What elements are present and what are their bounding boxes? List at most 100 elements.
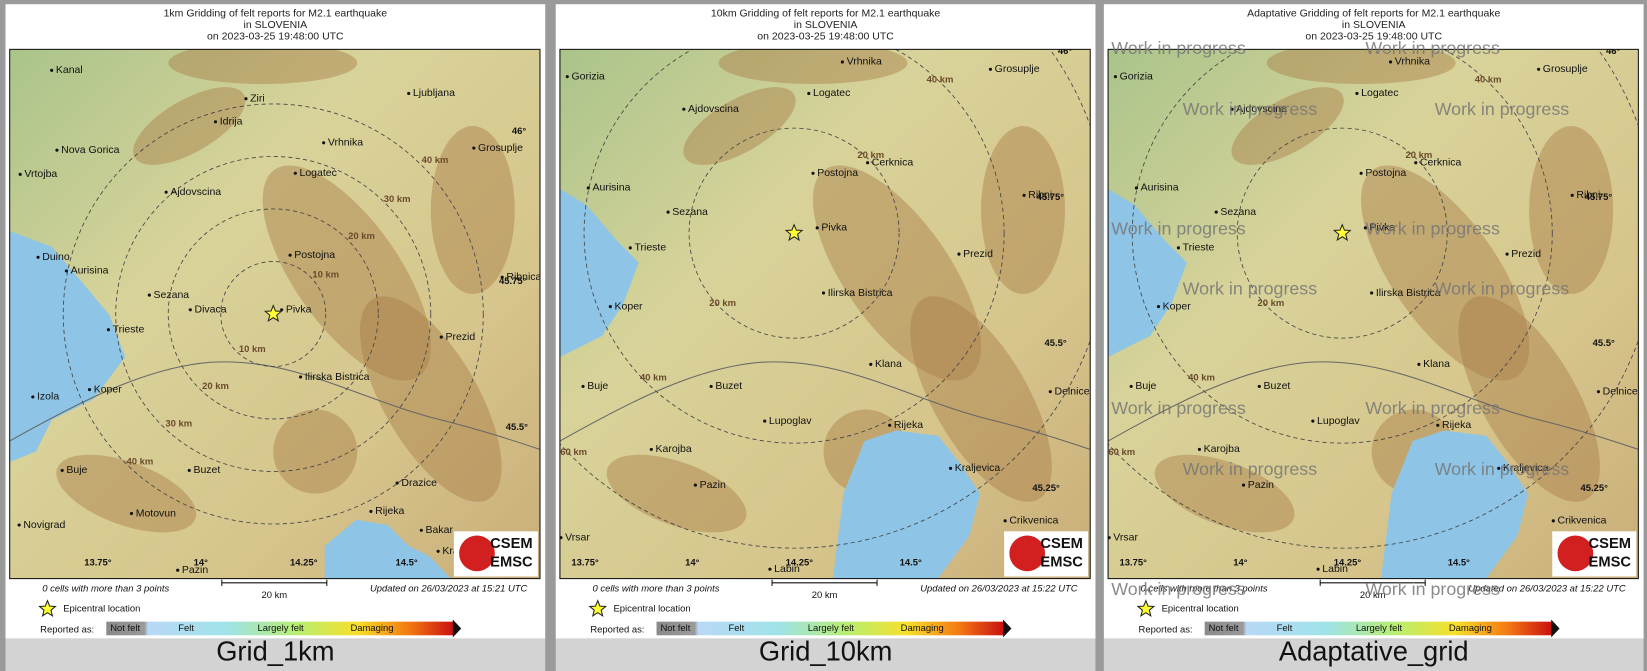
terrain xyxy=(559,49,1091,579)
place-label: Klana xyxy=(1423,358,1450,370)
place-dot xyxy=(50,68,54,72)
place-label: Logatec xyxy=(813,87,850,99)
distance-label: 60 km xyxy=(560,447,587,458)
place-label: Ribnica xyxy=(506,271,541,283)
place-label: Pivka xyxy=(286,304,312,316)
relief xyxy=(430,126,515,295)
longitude-label: 14.5° xyxy=(396,557,418,568)
place-label: Gorizia xyxy=(571,70,604,82)
watermark: Work in progress xyxy=(1183,459,1318,479)
place-dot xyxy=(840,60,844,64)
place-dot xyxy=(36,255,40,259)
latitude-label: 45.5° xyxy=(1593,338,1615,349)
place-label: Vrtojba xyxy=(24,168,57,180)
relief xyxy=(910,296,1052,502)
place-dot xyxy=(1257,384,1261,389)
latitude-label: 46° xyxy=(1606,46,1620,57)
distance-label: 40 km xyxy=(422,155,449,166)
distance-label: 40 km xyxy=(1475,74,1502,85)
distance-ring xyxy=(1131,49,1553,444)
watermark: Work in progress xyxy=(1111,38,1246,58)
place-dot xyxy=(957,252,961,256)
watermark: Work in progress xyxy=(1111,398,1246,418)
latitude-label: 45.75° xyxy=(1037,192,1065,203)
place-dot xyxy=(948,466,953,470)
place-label: Koper xyxy=(1163,300,1192,312)
distance-ring xyxy=(115,156,432,472)
place-dot xyxy=(395,481,399,485)
intensity-label: Not felt xyxy=(110,623,140,634)
place-label: Motovun xyxy=(136,507,176,519)
place-dot xyxy=(1363,226,1367,230)
panel-caption: Adaptative_grid xyxy=(1279,635,1469,666)
intensity-bar xyxy=(106,621,454,636)
place-dot xyxy=(888,423,892,427)
place-label: Vrhnika xyxy=(328,137,363,149)
map: Kanal Ziri Ljubljana Idrija Nova Gorica Vrhni… xyxy=(9,49,541,579)
place-label: Cerknica xyxy=(1420,157,1462,169)
place-dot xyxy=(1176,246,1181,250)
place-label: Kraljevica xyxy=(955,462,1001,474)
sea xyxy=(9,231,451,579)
place-dot xyxy=(87,388,92,392)
place-label: Vrhnika xyxy=(847,56,882,68)
place-label: Lupoglav xyxy=(769,415,812,427)
place-label: Delnice xyxy=(1055,385,1090,397)
place-dot xyxy=(472,146,476,150)
watermark: Work in progress xyxy=(1365,579,1500,599)
logo-text: EMSC xyxy=(1589,555,1632,571)
place-label: Buje xyxy=(587,380,608,392)
distance-label: 20 km xyxy=(202,381,229,392)
distance-ring xyxy=(559,49,1091,549)
place-dot xyxy=(187,468,191,473)
watermark: Work in progress xyxy=(1435,99,1570,119)
place-dot xyxy=(129,511,134,516)
watermark: Work in progress xyxy=(1111,219,1246,239)
watermark: Work in progress xyxy=(1365,219,1500,239)
place-label: Ilirska Bistrica xyxy=(305,371,370,383)
place-dot xyxy=(280,308,284,312)
distance-ring xyxy=(62,103,484,525)
place-dot xyxy=(763,419,767,423)
place-dot xyxy=(55,148,59,152)
intensity-bar xyxy=(1204,621,1553,636)
place-label: Aurisina xyxy=(1141,182,1179,194)
place-label: Sezana xyxy=(672,206,708,218)
place-label: Trieste xyxy=(1183,242,1215,254)
place-label: Lupoglav xyxy=(1317,415,1360,427)
place-label: Pazin xyxy=(1248,479,1274,491)
place-label: Rijeka xyxy=(894,419,923,431)
place-label: Aurisina xyxy=(592,182,630,194)
distance-label: 20 km xyxy=(348,231,375,242)
scale-label: 20 km xyxy=(812,590,838,601)
place-dot xyxy=(1551,519,1555,523)
place-dot xyxy=(581,384,585,389)
relief xyxy=(812,165,982,381)
place-dot xyxy=(147,293,151,297)
relief xyxy=(273,409,358,494)
reported-label: Reported as: xyxy=(40,625,94,636)
title-line: 10km Gridding of felt reports for M2.1 e… xyxy=(711,7,941,19)
longitude-label: 14° xyxy=(685,557,699,568)
place-label: Kanal xyxy=(56,64,83,76)
place-dot xyxy=(31,395,35,399)
logo-text: EMSC xyxy=(1040,555,1083,571)
place-label: Karojba xyxy=(655,443,691,455)
place-dot xyxy=(1417,362,1421,366)
place-label: Ljubljana xyxy=(413,87,455,99)
relief xyxy=(1529,126,1614,295)
intensity-label: Largely felt xyxy=(1356,623,1403,634)
place-label: Logatec xyxy=(300,167,337,179)
place-dot xyxy=(293,171,297,175)
place-label: Aurisina xyxy=(71,265,109,277)
intensity-label: Largely felt xyxy=(258,623,305,634)
relief xyxy=(1154,454,1295,533)
place-dot xyxy=(628,246,632,250)
place-dot xyxy=(559,536,563,540)
place-label: Logatec xyxy=(1361,87,1398,99)
place-label: Pivka xyxy=(821,222,847,234)
watermark: Work in progress xyxy=(1365,398,1500,418)
place-dot xyxy=(18,172,22,176)
distance-label: 20 km xyxy=(1257,298,1284,309)
distance-ring xyxy=(688,127,900,339)
